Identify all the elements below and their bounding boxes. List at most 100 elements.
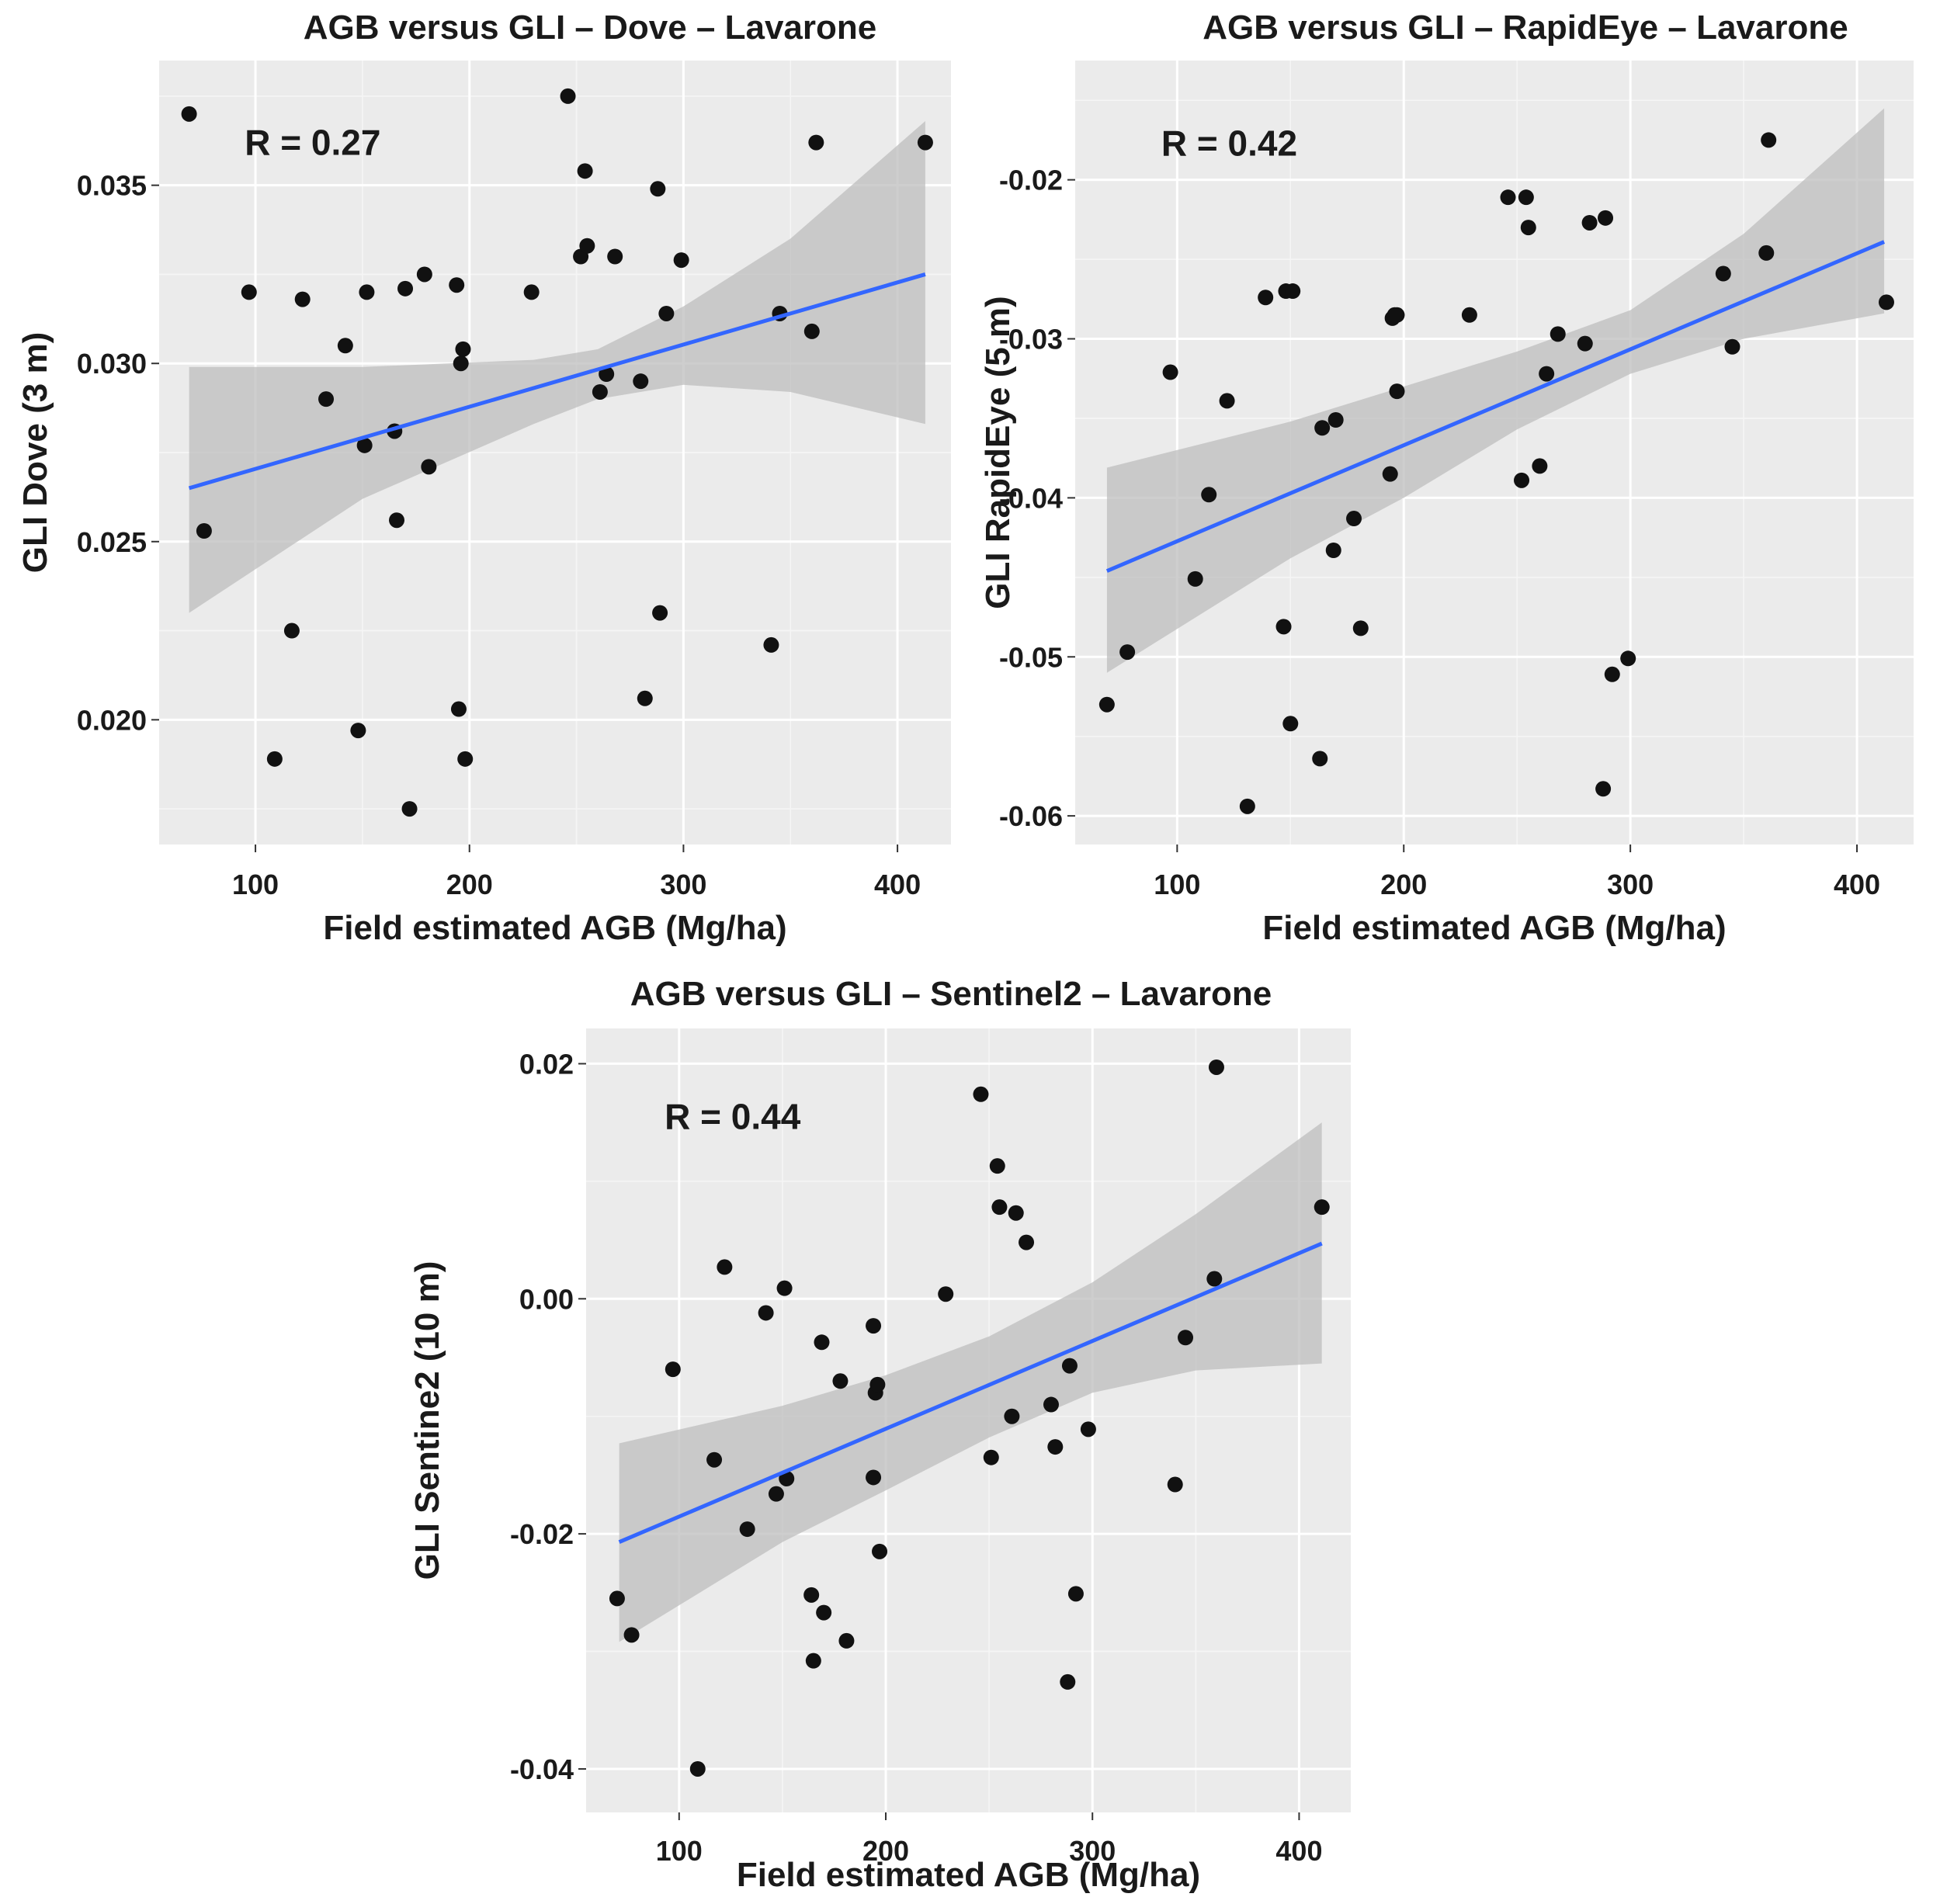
data-point xyxy=(241,284,257,300)
regression-line xyxy=(1105,240,1886,573)
x-tick-label: 400 xyxy=(1834,869,1880,900)
regression-line xyxy=(188,272,926,491)
regression-line xyxy=(618,1241,1323,1545)
y-tick-label: -0.02 xyxy=(510,1518,574,1550)
data-point xyxy=(633,373,649,390)
data-point xyxy=(453,355,469,372)
y-axis-label: GLI RapidEye (5 m) xyxy=(979,296,1017,609)
y-tick-label: -0.04 xyxy=(999,482,1063,514)
data-point xyxy=(1352,620,1369,636)
data-point xyxy=(401,801,418,817)
x-tick-label: 300 xyxy=(660,869,706,900)
chart-rapideye: AGB versus GLI – RapidEye – Lavarone 100 2… xyxy=(979,9,1914,947)
data-point xyxy=(1539,366,1555,382)
data-point xyxy=(1043,1396,1059,1413)
data-point xyxy=(989,1158,1005,1174)
data-point xyxy=(805,1653,821,1669)
data-point xyxy=(673,252,689,269)
data-point xyxy=(1067,1586,1084,1602)
y-tick-label: -0.04 xyxy=(510,1753,574,1785)
data-point xyxy=(609,1590,625,1607)
data-point xyxy=(607,248,623,265)
x-tick-label: 400 xyxy=(874,869,921,900)
data-point xyxy=(689,1760,706,1777)
data-point xyxy=(1577,335,1593,352)
data-point xyxy=(1206,1271,1223,1287)
data-point xyxy=(816,1604,832,1621)
data-point xyxy=(1162,364,1178,380)
data-point xyxy=(1878,294,1894,310)
data-point xyxy=(1098,696,1115,713)
y-tick-label: -0.06 xyxy=(999,800,1063,832)
data-point xyxy=(577,163,593,179)
data-point xyxy=(1187,571,1203,587)
confidence-band xyxy=(1106,108,1885,673)
data-point xyxy=(1008,1205,1024,1221)
data-point xyxy=(869,1376,886,1392)
data-point xyxy=(1620,650,1636,667)
x-tick-label: 400 xyxy=(1275,1835,1322,1867)
data-point xyxy=(739,1521,755,1538)
data-point xyxy=(872,1543,888,1559)
x-axis-label: Field estimated AGB (Mg/ha) xyxy=(1262,909,1726,947)
chart-title: AGB versus GLI – RapidEye – Lavarone xyxy=(1203,9,1848,47)
data-point xyxy=(1382,466,1398,482)
data-point xyxy=(359,284,375,300)
data-point xyxy=(1047,1439,1064,1455)
x-tick-label: 300 xyxy=(1607,869,1654,900)
data-point xyxy=(181,106,197,122)
data-point xyxy=(1715,265,1731,282)
data-point xyxy=(318,391,335,408)
data-point xyxy=(658,305,675,321)
data-point xyxy=(1595,781,1612,797)
data-point xyxy=(706,1451,723,1468)
chart-dove: AGB versus GLI – Dove – Lavarone 100 200 30… xyxy=(16,9,951,947)
chart-title: AGB versus GLI – Sentinel2 – Lavarone xyxy=(630,975,1272,1013)
correlation-label: R = 0.27 xyxy=(245,123,380,163)
data-point xyxy=(1208,1059,1224,1075)
x-axis-label: Field estimated AGB (Mg/ha) xyxy=(323,909,786,947)
data-point xyxy=(350,723,366,739)
data-point xyxy=(599,366,615,382)
data-point xyxy=(973,1086,989,1102)
data-point xyxy=(1004,1408,1020,1424)
data-point xyxy=(814,1334,830,1351)
data-point xyxy=(389,512,404,529)
y-tick-label: 0.020 xyxy=(77,704,147,736)
data-point xyxy=(832,1373,849,1389)
data-point xyxy=(768,1486,784,1502)
data-point xyxy=(1761,132,1777,148)
data-point xyxy=(623,1627,640,1643)
data-point xyxy=(758,1305,774,1321)
x-tick-label: 200 xyxy=(446,869,493,900)
data-point xyxy=(1520,220,1536,236)
data-point xyxy=(1389,307,1405,323)
data-point xyxy=(1604,666,1620,682)
data-point xyxy=(1514,472,1530,488)
data-point xyxy=(983,1449,999,1465)
data-point xyxy=(196,523,212,539)
y-axis-label: GLI Dove (3 m) xyxy=(16,332,54,574)
data-point xyxy=(1327,412,1344,428)
y-tick-label: -0.02 xyxy=(999,165,1063,196)
data-point xyxy=(1167,1476,1183,1493)
x-tick-label: 100 xyxy=(1154,869,1200,900)
data-point xyxy=(1314,420,1331,436)
data-point xyxy=(803,1587,820,1603)
data-point xyxy=(560,88,576,104)
data-point xyxy=(523,284,540,300)
data-point xyxy=(1119,644,1136,661)
y-tick-label: -0.05 xyxy=(999,641,1063,673)
y-tick-label: 0.00 xyxy=(519,1283,574,1315)
data-point xyxy=(592,383,608,400)
data-point xyxy=(1285,283,1301,300)
data-point xyxy=(1282,716,1299,732)
data-point xyxy=(1500,189,1516,206)
data-point xyxy=(717,1259,733,1275)
data-point xyxy=(450,701,467,717)
data-point xyxy=(421,459,437,475)
data-point xyxy=(1275,619,1292,635)
data-point xyxy=(1239,798,1255,814)
data-point xyxy=(1061,1358,1078,1374)
